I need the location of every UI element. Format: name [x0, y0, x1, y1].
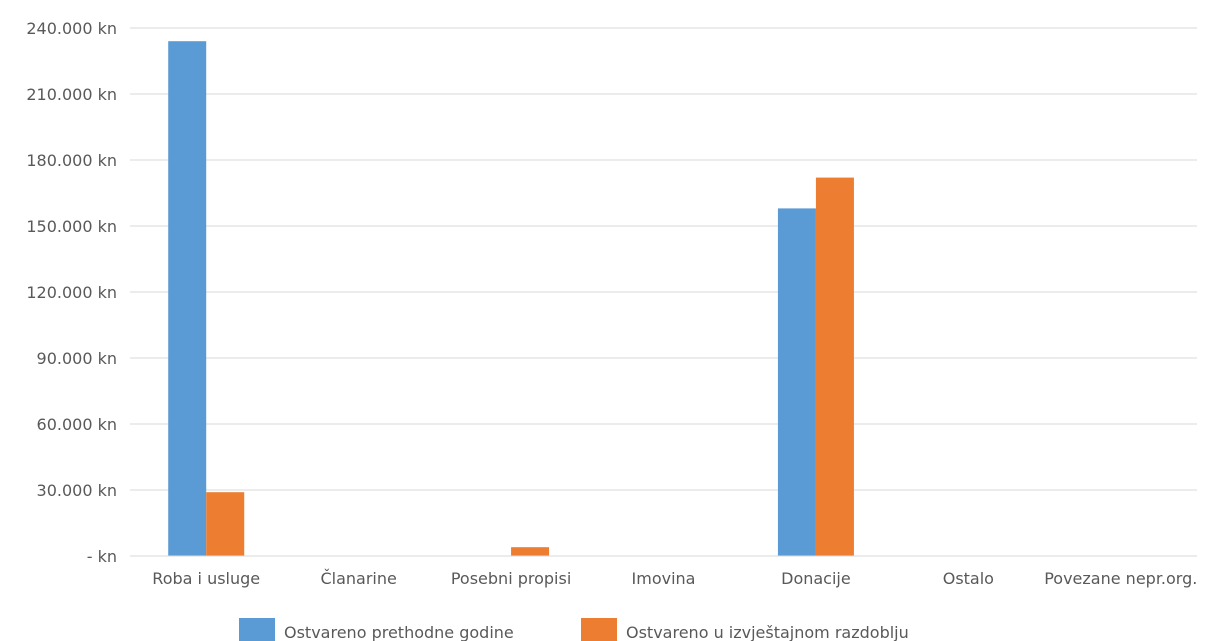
y-tick-label: 90.000 kn [37, 349, 117, 368]
y-tick-label: 180.000 kn [26, 151, 117, 170]
y-tick-label: 150.000 kn [26, 217, 117, 236]
bar [777, 208, 816, 556]
y-tick-label: 30.000 kn [37, 481, 117, 500]
y-tick-label: 120.000 kn [26, 283, 117, 302]
x-category-label: Članarine [320, 569, 396, 588]
legend-swatch [581, 618, 617, 641]
y-axis-tick-labels: - kn 30.000 kn 60.000 kn 90.000 kn 120.000 k… [26, 19, 117, 566]
legend-label: Ostvareno prethodne godine [284, 623, 514, 641]
x-category-label: Posebni propisi [451, 569, 571, 588]
y-tick-label: 60.000 kn [37, 415, 117, 434]
bar [206, 492, 245, 556]
bars [168, 41, 854, 556]
y-tick-label: 210.000 kn [26, 85, 117, 104]
y-tick-label: 240.000 kn [26, 19, 117, 38]
x-category-label: Povezane nepr.org. [1044, 569, 1197, 588]
legend-label: Ostvareno u izvještajnom razdoblju [626, 623, 909, 641]
legend-swatch [239, 618, 275, 641]
x-category-label: Ostalo [943, 569, 994, 588]
x-category-label: Roba i usluge [152, 569, 260, 588]
x-axis-category-labels: Roba i usluge Članarine Posebni propisi Imo… [152, 569, 1197, 588]
x-category-label: Imovina [632, 569, 696, 588]
legend: Ostvareno prethodne godine Ostvareno u iz… [239, 618, 909, 641]
bar [168, 41, 207, 556]
gridlines [130, 27, 1197, 491]
y-tick-label: - kn [87, 547, 117, 566]
bar [511, 547, 550, 556]
bar [815, 177, 854, 556]
x-category-label: Donacije [781, 569, 851, 588]
